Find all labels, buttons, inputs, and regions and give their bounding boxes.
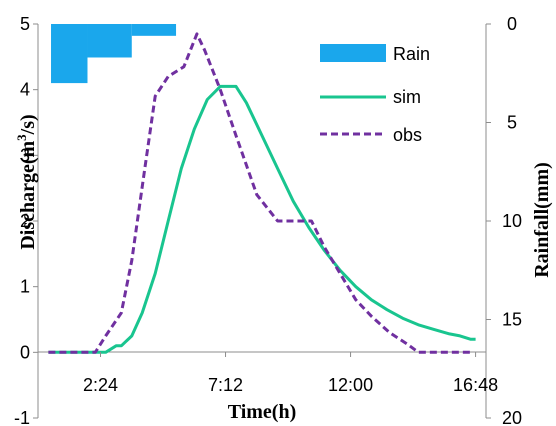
y-right-tick-label-0: 0 <box>507 14 517 34</box>
legend-label-rain: Rain <box>393 44 430 64</box>
y-right-tick-label-4: 20 <box>502 408 522 426</box>
series-lines <box>48 32 476 354</box>
y-left-tick-label-6: 5 <box>20 14 30 34</box>
y-right-tick-label-1: 5 <box>507 113 517 133</box>
y-right-tick-label-3: 15 <box>502 310 522 330</box>
rain-bar-1 <box>87 24 132 58</box>
x-axis-title: Time(h) <box>228 401 297 423</box>
y-left-tick-label-3: 2 <box>20 211 30 231</box>
y-axis-right-title: Rainfall(mm) <box>531 162 553 278</box>
obs-series-line <box>48 32 471 354</box>
y-left-tick-label-1: 0 <box>20 342 30 362</box>
tick-labels: 2:24 7:12 12:00 16:48 -1 0 1 2 3 4 5 0 5 10 15 20 <box>14 14 522 426</box>
x-tick-label-1: 7:12 <box>208 375 243 395</box>
y-left-tick-label-5: 4 <box>20 80 30 100</box>
y-left-tick-label-0: -1 <box>14 408 30 426</box>
axes <box>37 24 487 418</box>
x-tick-label-3: 16:48 <box>453 375 498 395</box>
sim-series-line <box>48 84 476 354</box>
legend-label-obs: obs <box>393 125 422 145</box>
x-tick-label-0: 2:24 <box>83 375 118 395</box>
y-left-tick-label-2: 1 <box>20 277 30 297</box>
legend-swatch-rain <box>320 44 386 62</box>
legend: Rain sim obs <box>320 44 430 145</box>
y-left-title-sup: 3 <box>14 134 29 141</box>
rain-bar-0 <box>51 24 88 84</box>
y-right-tick-label-2: 10 <box>502 211 522 231</box>
legend-label-sim: sim <box>393 87 421 107</box>
y-left-title-main: Discharge(m <box>17 140 39 249</box>
rain-bar-2 <box>131 24 177 36</box>
x-tick-label-2: 12:00 <box>328 375 373 395</box>
rain-bars <box>51 24 177 84</box>
y-left-title-tail: /s) <box>17 114 39 135</box>
y-axis-left-title: Discharge(m3/s) <box>14 114 39 249</box>
y-left-tick-label-4: 3 <box>20 145 30 165</box>
